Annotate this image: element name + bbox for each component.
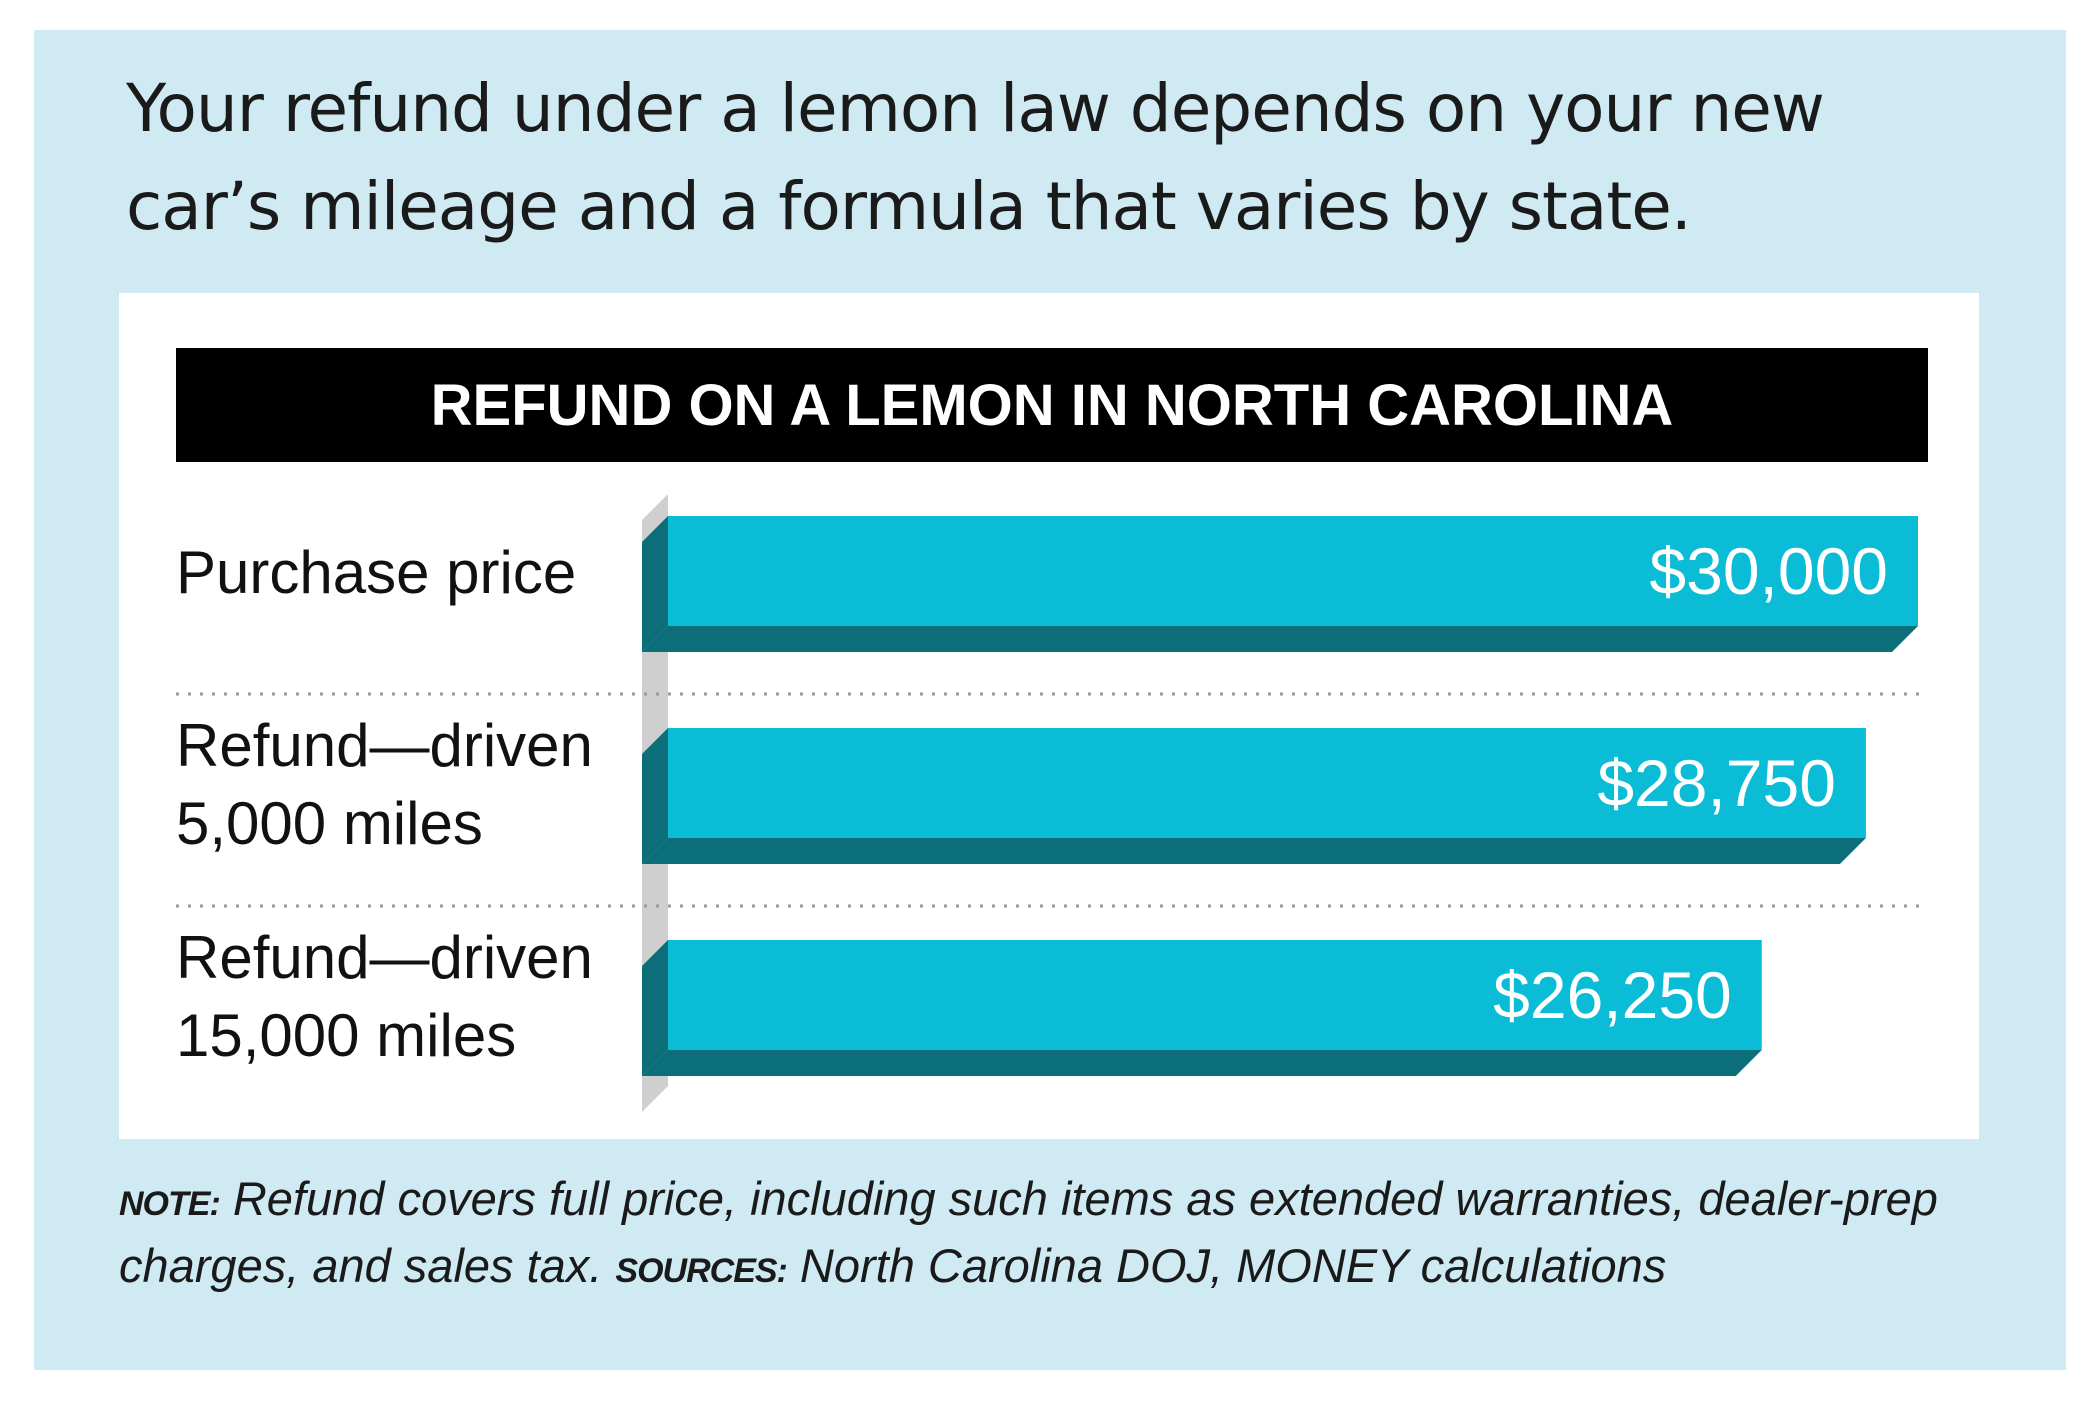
bar-side-2 (642, 728, 668, 864)
sources-text: North Carolina DOJ, MONEY calculations (786, 1239, 1667, 1292)
value-label-2: $28,750 (1597, 746, 1836, 820)
category-label-2-line-1: Refund—driven (176, 712, 593, 779)
bar-3 (668, 940, 1762, 1050)
footnote: NOTE: Refund covers full price, includin… (119, 1168, 1999, 1302)
bar-1 (668, 516, 1918, 626)
bar-side-3 (642, 940, 668, 1076)
bar-shadow-1 (642, 626, 1918, 652)
bar-shadow-2 (642, 838, 1866, 864)
value-label-3: $26,250 (1493, 958, 1732, 1032)
category-label-2-line-2: 5,000 miles (176, 790, 483, 857)
category-label-1: Purchase price (176, 539, 576, 606)
category-label-3-line-2: 15,000 miles (176, 1002, 516, 1069)
bar-shadow-3 (642, 1050, 1762, 1076)
headline: Your refund under a lemon law depends on… (126, 70, 1825, 245)
value-label-1: $30,000 (1649, 534, 1888, 608)
category-label-3-line-1: Refund—driven (176, 924, 593, 991)
note-tag: NOTE: (119, 1185, 221, 1223)
chart-title: REFUND ON A LEMON IN NORTH CAROLINA (430, 372, 1674, 438)
bar-side-1 (642, 516, 668, 652)
note-text: Refund covers full price, including such… (119, 1172, 1938, 1292)
bar-2 (668, 728, 1866, 838)
sources-tag: SOURCES: (615, 1252, 787, 1290)
chart-title-bar: REFUND ON A LEMON IN NORTH CAROLINA (176, 348, 1928, 462)
